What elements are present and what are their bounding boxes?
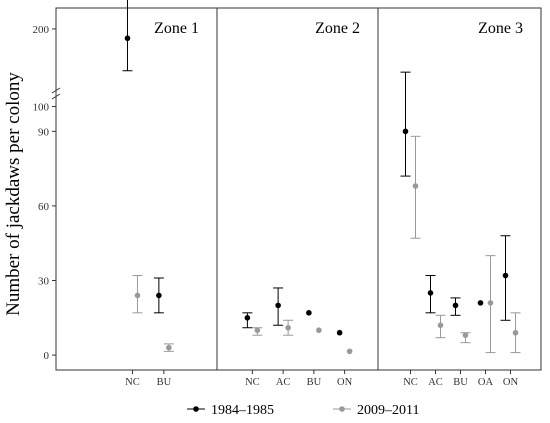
data-point [275,302,281,309]
x-tick-label: BU [307,377,322,388]
data-point-group [460,332,471,344]
data-point [254,327,261,334]
data-point-group [450,297,461,316]
data-point [452,302,459,309]
data-point [437,322,444,329]
data-point-group [306,310,312,316]
zone-title: Zone 2 [315,20,360,37]
x-tick-label: AC [276,377,291,388]
x-tick-label: AC [428,377,443,388]
data-point-group [425,275,436,314]
data-point-group [400,71,411,177]
data-point-group [435,314,446,339]
panels: Zone 1 Zone 2 Zone 3 [55,7,542,371]
data-point-group [336,329,343,336]
y-axis-title: Number of jackdaws per colony [3,72,24,316]
data-point [306,310,312,316]
x-tick-label: NC [403,377,418,388]
panel-frame [216,7,379,371]
x-tick-label: ON [503,377,519,388]
data-point-group [122,0,133,72]
data-point-group [252,327,263,336]
data-point [477,300,484,306]
data-point-group [273,287,284,326]
data-point [156,292,162,299]
data-point-group [500,235,511,321]
y-tick-label: 90 [38,126,50,138]
zone-title: Zone 3 [478,20,523,37]
data-point [512,329,519,336]
data-point-group [153,277,164,314]
data-point [427,290,434,296]
data-point-group [316,327,322,334]
x-tick-label: BU [453,377,468,388]
data-point [402,128,409,135]
x-tick-label: NC [245,377,260,388]
legend-swatch-dot [193,406,199,412]
y-tick-label: 100 [33,101,50,113]
data-marks [122,0,521,355]
y-tick-label: 200 [33,24,50,36]
y-tick-label: 60 [38,201,50,213]
y-axis: 0 30 60 90 100 200 NC BU NC AC BU ON NC AC BU OA ON [33,24,519,388]
panel-frame [377,7,542,371]
data-point-group [132,275,143,314]
data-point [502,272,509,279]
data-point [412,183,419,189]
data-point [316,327,322,334]
data-point [166,344,172,351]
data-point [462,332,469,338]
data-point-group [242,312,253,329]
data-point [285,324,291,331]
legend-swatch-dot [339,406,345,412]
data-point [244,314,251,321]
panel-frame [55,7,218,371]
zone-title: Zone 1 [154,20,199,37]
data-point-group [410,135,421,239]
legend-label: 2009–2011 [357,403,419,418]
x-tick-label: OA [478,377,494,388]
x-tick-label: BU [157,377,172,388]
data-point [336,329,343,336]
data-point [346,348,353,355]
data-point [124,35,131,42]
x-tick-label: NC [125,377,140,388]
legend-label: 1984–1985 [211,403,274,418]
data-point-group [510,312,521,354]
data-point-group [477,300,484,306]
data-point-group [283,319,294,336]
legend: 1984–1985 2009–2011 [187,403,419,418]
y-tick-label: 30 [38,276,50,288]
data-point-group [485,255,496,354]
y-tick-label: 0 [44,350,50,362]
data-point [487,300,494,306]
data-point-group [346,348,353,355]
data-point-group [163,343,174,352]
x-tick-label: ON [337,377,353,388]
data-point [134,292,141,299]
